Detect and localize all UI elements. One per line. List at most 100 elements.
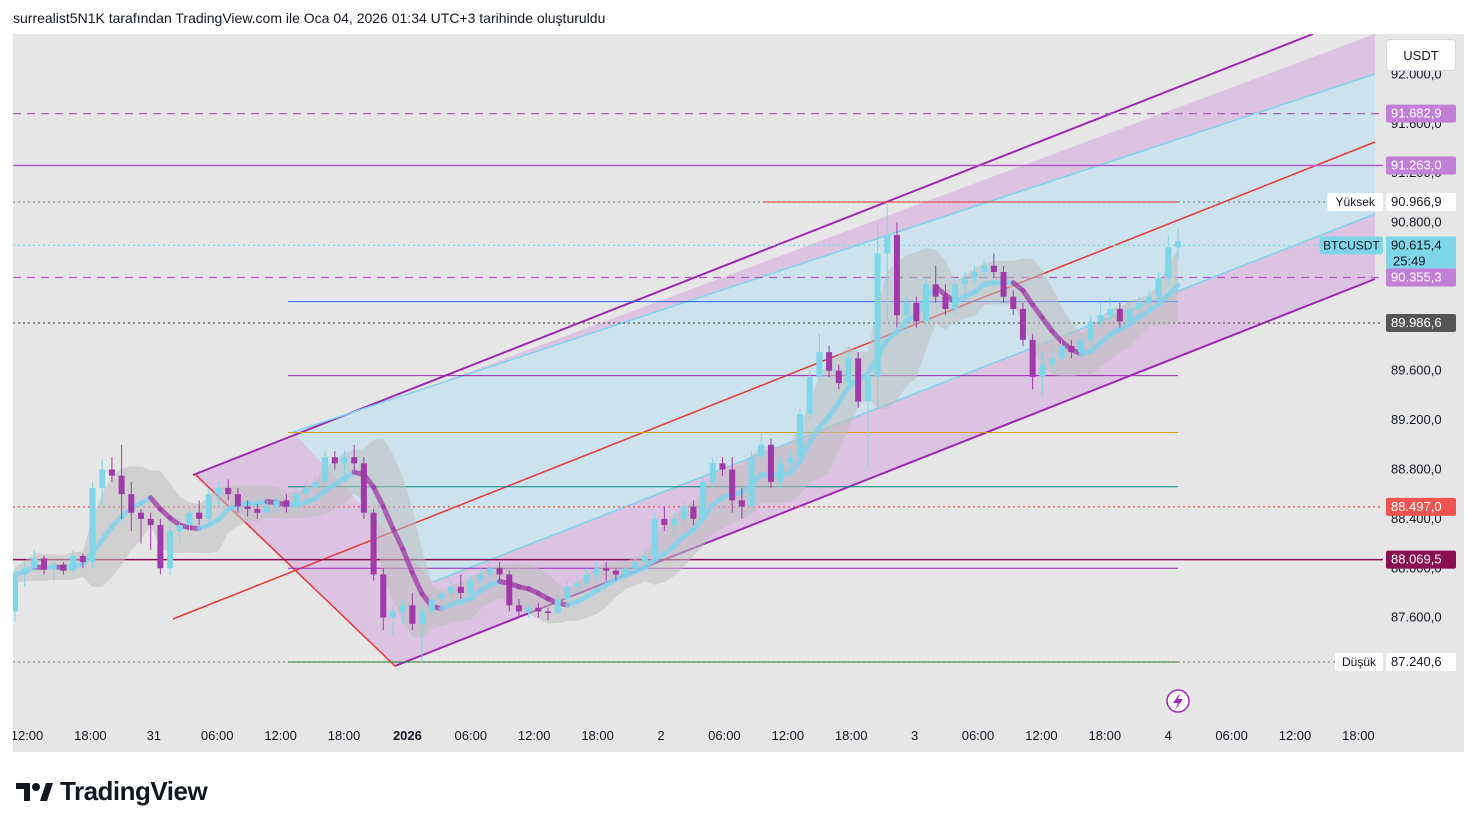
x-tick-label-2: 31	[147, 728, 161, 743]
x-tick-label-1: 18:00	[74, 728, 107, 743]
price-badge-3	[1386, 236, 1456, 271]
chart-area[interactable]: 92.000,091.600,091.200,090.800,089.600,0…	[13, 34, 1464, 752]
candle-body-96	[942, 296, 949, 310]
price-chart[interactable]: 92.000,091.600,091.200,090.800,089.600,0…	[13, 34, 1464, 752]
candle-body-21	[215, 488, 222, 495]
candle-58	[574, 574, 581, 593]
candle-90	[884, 204, 891, 322]
candle-117	[1145, 290, 1152, 310]
x-tick-label-12: 12:00	[772, 728, 805, 743]
x-tick-label-16: 12:00	[1025, 728, 1058, 743]
candle-body-112	[1097, 315, 1104, 322]
candle-20	[205, 488, 212, 526]
candle-body-35	[351, 457, 358, 464]
candle-body-7	[79, 555, 86, 563]
candle-52	[515, 599, 522, 618]
candle-86	[845, 352, 852, 390]
ma-segment-81	[787, 458, 803, 476]
candle-91	[893, 222, 900, 328]
candle-89	[874, 222, 881, 408]
candle-84	[826, 346, 833, 377]
price-badge-0	[1386, 104, 1456, 123]
candle-69	[680, 500, 687, 526]
candle-body-42	[419, 611, 426, 624]
price-marker-7: 88.069,5	[1386, 550, 1456, 569]
candle-body-87	[855, 358, 862, 402]
y-tick-label-3: 90.800,0	[1391, 215, 1442, 230]
candle-body-65	[641, 555, 648, 563]
candle-body-67	[661, 518, 668, 526]
candle-body-50	[496, 568, 503, 575]
ma-segment-41	[400, 546, 415, 576]
candle-45	[448, 580, 455, 600]
candle-74	[729, 457, 736, 513]
x-tick-label-15: 06:00	[962, 728, 995, 743]
candle-body-92	[903, 302, 910, 316]
candle-6	[70, 549, 77, 575]
candle-34	[341, 450, 348, 482]
candle-31	[312, 475, 319, 495]
price-badge-label-3: 90.615,4	[1391, 237, 1442, 252]
price-badge-5	[1386, 314, 1456, 333]
candle-body-16	[167, 531, 174, 569]
candle-36	[360, 457, 367, 519]
candle-115	[1126, 302, 1133, 328]
candle-61	[603, 562, 610, 581]
candle-44	[438, 586, 445, 612]
candle-body-66	[651, 518, 658, 556]
candle-body-44	[438, 592, 445, 600]
x-tick-label-0: 12:00	[13, 728, 43, 743]
candle-4	[50, 562, 57, 581]
candle-body-56	[554, 599, 561, 613]
candle-body-99	[971, 271, 978, 279]
candle-101	[990, 253, 997, 279]
candle-7	[79, 553, 86, 569]
price-marker-8: 87.240,6 Düşük	[1335, 653, 1456, 671]
candle-body-4	[50, 564, 57, 570]
candle-55	[545, 607, 552, 621]
x-tick-label-18: 4	[1165, 728, 1172, 743]
candle-56	[554, 592, 561, 616]
candle-body-34	[341, 457, 348, 464]
candle-body-19	[196, 512, 203, 519]
candle-88	[864, 370, 871, 470]
candle-body-106	[1039, 364, 1046, 377]
tradingview-logo-icon	[16, 782, 53, 801]
candle-body-78	[767, 444, 774, 482]
candle-body-41	[409, 605, 416, 624]
y-tick-label-5: 89.200,0	[1391, 412, 1442, 427]
candle-23	[234, 488, 241, 513]
candle-72	[709, 457, 716, 489]
candle-27	[273, 496, 280, 513]
x-tick-label-9: 18:00	[581, 728, 614, 743]
candle-body-1	[21, 568, 28, 575]
currency-selector-button[interactable]: USDT	[1386, 39, 1456, 71]
candle-26	[263, 500, 270, 517]
candle-15	[157, 518, 164, 575]
ma-segment-82	[797, 439, 813, 464]
candle-35	[351, 444, 358, 470]
y-tick-label-4: 89.600,0	[1391, 363, 1442, 378]
candle-body-27	[273, 500, 280, 507]
candle-body-38	[380, 574, 387, 618]
candle-body-77	[758, 444, 765, 458]
candle-3	[41, 555, 48, 575]
price-badge-6	[1386, 497, 1456, 516]
candle-106	[1039, 352, 1046, 396]
x-tick-label-11: 06:00	[708, 728, 741, 743]
candle-82	[806, 370, 813, 421]
candle-body-28	[283, 500, 290, 507]
candle-body-74	[729, 469, 736, 501]
candle-body-86	[845, 358, 852, 384]
candle-63	[622, 562, 629, 581]
candle-83	[816, 333, 823, 384]
candle-body-53	[525, 607, 532, 612]
candle-body-81	[797, 413, 804, 458]
candle-68	[671, 512, 678, 538]
candle-102	[1000, 265, 1007, 303]
x-tick-label-13: 18:00	[835, 728, 868, 743]
candle-46	[457, 574, 464, 600]
replay-lightning-icon[interactable]	[1166, 689, 1190, 713]
x-tick-label-14: 3	[911, 728, 918, 743]
price-badge-8	[1386, 653, 1456, 671]
